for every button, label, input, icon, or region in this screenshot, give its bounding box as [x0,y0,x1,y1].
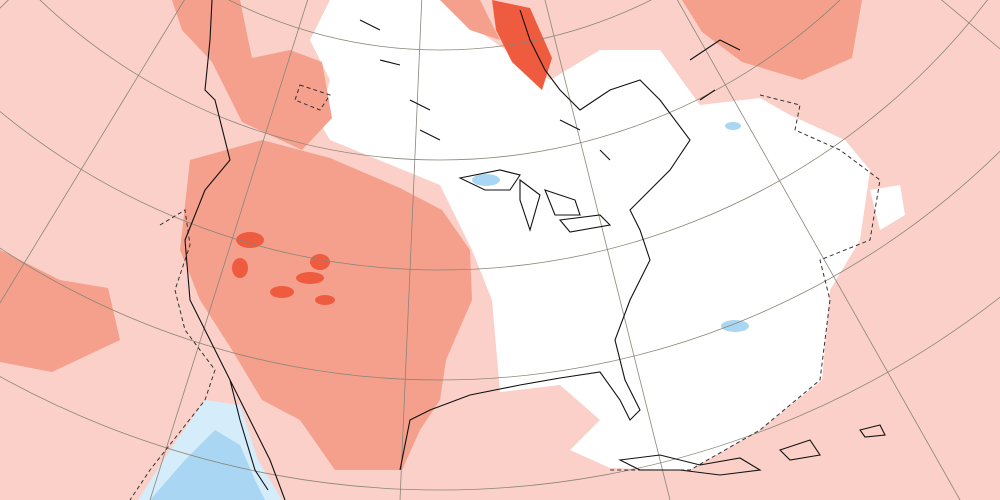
hot-spot [310,254,330,270]
warm-region [180,140,472,470]
meridian [0,0,185,304]
parallel [228,0,652,51]
coastline [359,19,741,161]
hot-spot [236,232,264,248]
coastline [184,0,286,500]
parallel [0,0,988,271]
parallel [39,0,841,161]
warm-region [440,0,500,40]
warm-region [682,0,862,80]
hot-spot [296,272,324,284]
parallel [0,150,1000,381]
meridian [149,0,309,500]
meridian [676,0,961,500]
cool-spot [721,320,749,332]
meridian [399,0,423,500]
neutral-region [310,0,870,470]
hot-spot [232,258,248,278]
contour [129,84,881,500]
cool-region [150,430,265,500]
coastline [399,9,691,471]
hot-spot [315,295,335,305]
warm-region [172,0,332,150]
meridian [544,0,671,500]
hot-region [492,0,552,90]
hot-spot [270,286,294,298]
warm-region [0,250,120,372]
cool-spot [725,122,741,130]
hot-spots [232,232,335,305]
lake-shore [458,169,612,233]
coastline [618,424,886,476]
cool-spot [472,174,500,186]
neutral-region [870,185,905,230]
